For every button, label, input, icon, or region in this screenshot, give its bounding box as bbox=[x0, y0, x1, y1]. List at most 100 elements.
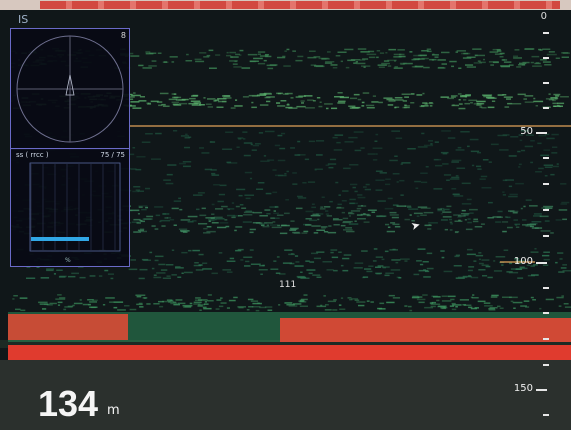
echo-noise bbox=[421, 50, 429, 52]
echo-noise bbox=[267, 159, 275, 161]
echo-noise bbox=[544, 133, 550, 136]
echo-noise bbox=[130, 96, 135, 98]
echo-noise bbox=[266, 64, 277, 67]
echo-noise bbox=[477, 60, 481, 62]
echo-noise bbox=[561, 52, 569, 54]
echo-noise bbox=[300, 277, 310, 279]
echo-noise bbox=[136, 295, 142, 298]
echo-noise bbox=[394, 66, 398, 68]
echo-noise bbox=[424, 306, 433, 309]
echo-noise bbox=[316, 305, 327, 308]
bar-panel-zoom: 75 / 75 bbox=[100, 151, 125, 159]
echo-noise bbox=[169, 56, 178, 58]
echo-noise bbox=[327, 51, 331, 53]
echo-noise bbox=[530, 225, 534, 228]
echo-noise bbox=[342, 269, 349, 272]
echo-noise bbox=[381, 62, 390, 65]
echo-noise bbox=[13, 295, 18, 297]
echo-noise bbox=[497, 134, 507, 137]
echo-noise bbox=[145, 206, 148, 209]
echo-noise bbox=[385, 52, 388, 54]
echo-noise bbox=[194, 262, 199, 264]
echo-noise bbox=[434, 141, 439, 143]
echo-noise bbox=[235, 249, 242, 252]
echo-noise bbox=[276, 256, 280, 258]
echo-noise bbox=[492, 216, 502, 218]
echo-noise bbox=[146, 103, 152, 105]
echo-noise bbox=[458, 107, 466, 110]
echo-marker-label: 111 bbox=[279, 280, 297, 290]
echo-noise bbox=[499, 56, 504, 58]
echo-noise bbox=[46, 268, 54, 270]
echo-noise bbox=[506, 271, 513, 273]
echo-noise bbox=[59, 297, 66, 299]
echo-noise bbox=[177, 302, 186, 305]
echo-noise bbox=[216, 106, 224, 108]
echo-noise bbox=[155, 255, 164, 258]
echo-noise bbox=[289, 229, 297, 231]
echo-noise bbox=[353, 131, 364, 133]
echo-noise bbox=[247, 298, 254, 301]
echo-noise bbox=[463, 304, 472, 306]
echo-noise bbox=[379, 215, 383, 217]
echo-noise bbox=[434, 56, 439, 58]
sonar-corner-label: 8 bbox=[120, 31, 126, 40]
echo-noise bbox=[418, 269, 429, 272]
echo-noise bbox=[497, 94, 504, 96]
echo-noise bbox=[400, 163, 403, 165]
echo-noise bbox=[124, 305, 130, 307]
echo-noise bbox=[125, 153, 135, 156]
echo-noise bbox=[451, 188, 457, 190]
echo-noise bbox=[171, 101, 179, 104]
echo-noise bbox=[189, 97, 196, 100]
echo-noise bbox=[372, 260, 377, 262]
echo-noise bbox=[160, 219, 170, 222]
echo-noise bbox=[404, 260, 408, 262]
echo-noise bbox=[416, 215, 420, 217]
echo-noise bbox=[483, 95, 493, 98]
echo-noise bbox=[475, 54, 485, 57]
echo-noise bbox=[15, 308, 21, 311]
echo-noise bbox=[464, 219, 467, 221]
echo-noise bbox=[433, 296, 441, 298]
depth-scale-label-50: 50 bbox=[520, 126, 533, 137]
echo-noise bbox=[295, 207, 303, 210]
echo-noise bbox=[312, 213, 319, 216]
echo-noise bbox=[205, 103, 212, 105]
echo-noise bbox=[180, 219, 191, 221]
echo-noise bbox=[203, 97, 206, 99]
echo-noise bbox=[469, 212, 474, 214]
echo-noise bbox=[497, 305, 501, 308]
echo-noise bbox=[479, 106, 483, 108]
echo-noise bbox=[512, 103, 522, 105]
echo-noise bbox=[338, 251, 342, 253]
echo-noise bbox=[379, 302, 385, 305]
echo-noise bbox=[509, 193, 518, 196]
echo-noise bbox=[468, 99, 478, 102]
echo-noise bbox=[321, 226, 328, 228]
echo-noise bbox=[188, 102, 198, 105]
echo-noise bbox=[443, 174, 452, 176]
echo-noise bbox=[239, 204, 244, 206]
echo-noise bbox=[428, 140, 433, 142]
depth-tick bbox=[543, 414, 549, 416]
echo-noise bbox=[297, 140, 301, 143]
depth-tick bbox=[543, 235, 549, 237]
echo-noise bbox=[143, 259, 151, 261]
echo-noise bbox=[327, 163, 337, 165]
echo-noise bbox=[337, 206, 342, 209]
echo-noise bbox=[132, 190, 139, 193]
echo-noise bbox=[300, 300, 305, 302]
echo-noise bbox=[193, 194, 203, 196]
echo-noise bbox=[449, 305, 455, 307]
echo-noise bbox=[166, 299, 172, 301]
echo-noise bbox=[460, 95, 468, 98]
echo-noise bbox=[531, 55, 540, 58]
echo-noise bbox=[184, 137, 190, 139]
echo-noise bbox=[237, 137, 244, 139]
echo-noise bbox=[519, 139, 523, 142]
echo-noise bbox=[423, 66, 430, 69]
echo-noise bbox=[417, 58, 425, 60]
echo-noise bbox=[277, 56, 286, 59]
echo-noise bbox=[548, 98, 554, 101]
